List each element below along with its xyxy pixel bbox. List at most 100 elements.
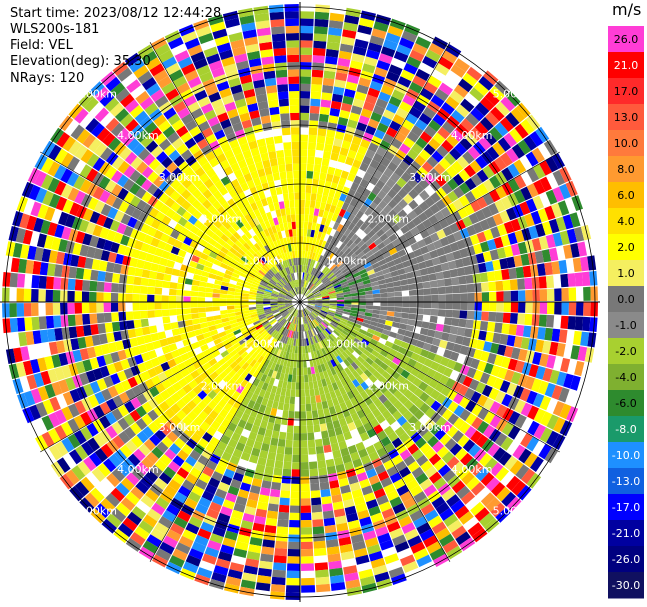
range-gate-cell [309, 329, 314, 338]
range-gate-cell [289, 360, 294, 368]
range-ring-label: 4.00km [117, 129, 159, 142]
range-gate-cell [447, 413, 459, 425]
range-gate-cell [370, 281, 379, 287]
range-gate-cell [309, 236, 314, 245]
range-gate-cell [489, 126, 503, 141]
range-gate-cell [307, 432, 315, 441]
range-gate-cell [312, 320, 318, 327]
range-gate-cell [377, 318, 386, 325]
range-gate-cell [329, 107, 341, 117]
range-gate-cell [27, 167, 41, 184]
range-gate-cell [267, 369, 274, 378]
colorbar-swatch [608, 494, 644, 521]
range-gate-cell [402, 182, 413, 194]
range-gate-cell [552, 232, 563, 247]
range-gate-cell [173, 239, 183, 249]
range-gate-cell [275, 209, 282, 218]
range-gate-cell [146, 183, 159, 195]
range-gate-cell [333, 365, 341, 374]
range-gate-cell [441, 102, 455, 115]
range-ring-label: 4.00km [451, 129, 493, 142]
range-gate-cell [323, 407, 331, 417]
range-gate-cell [339, 353, 347, 362]
range-gate-cell [154, 132, 167, 146]
range-gate-cell [343, 358, 351, 367]
range-gate-cell [42, 399, 55, 415]
range-gate-cell [248, 247, 256, 256]
range-gate-cell [514, 360, 525, 373]
range-gate-cell [231, 145, 242, 156]
range-ring-label: 1.00km [326, 254, 368, 267]
range-gate-cell [313, 351, 319, 359]
range-gate-cell [181, 178, 193, 189]
range-gate-cell [304, 316, 307, 324]
range-gate-cell [446, 494, 461, 508]
range-gate-cell [320, 99, 332, 108]
range-gate-cell [257, 457, 267, 466]
range-gate-cell [307, 295, 314, 299]
range-gate-cell [254, 86, 267, 96]
range-gate-cell [447, 178, 459, 191]
range-gate-cell [177, 485, 191, 498]
range-gate-cell [479, 512, 495, 528]
range-gate-cell [256, 307, 264, 312]
range-gate-cell [292, 149, 300, 157]
range-gate-cell [272, 257, 278, 265]
range-gate-cell [195, 25, 212, 38]
range-gate-cell [239, 15, 255, 25]
range-gate-cell [54, 366, 65, 381]
range-gate-cell [282, 380, 288, 389]
range-gate-cell [538, 380, 549, 395]
range-gate-cell [142, 390, 154, 402]
range-gate-cell [217, 196, 227, 206]
range-gate-cell [480, 116, 494, 131]
range-gate-cell [147, 397, 159, 409]
range-gate-cell [417, 261, 427, 270]
range-gate-cell [365, 331, 374, 339]
range-gate-cell [94, 391, 106, 405]
range-gate-cell [456, 156, 470, 169]
range-gate-cell [201, 161, 213, 173]
range-gate-cell [435, 393, 447, 405]
range-gate-cell [314, 18, 329, 28]
range-gate-cell [379, 362, 389, 371]
range-gate-cell [459, 409, 471, 422]
range-gate-cell [287, 556, 300, 564]
range-gate-cell [278, 431, 287, 440]
range-gate-cell [77, 337, 87, 349]
range-gate-cell [339, 234, 348, 243]
range-gate-cell [433, 354, 443, 364]
range-gate-cell [334, 338, 342, 346]
range-gate-cell [207, 390, 217, 400]
range-gate-cell [286, 381, 292, 390]
range-gate-cell [302, 250, 306, 258]
range-grid [0, 2, 600, 602]
range-gate-cell [545, 275, 555, 289]
range-gate-cell [284, 252, 289, 260]
range-gate-cell [354, 320, 363, 326]
range-gate-cell [204, 546, 220, 558]
range-gate-cell [485, 111, 500, 127]
range-gate-cell [391, 454, 404, 466]
range-gate-cell [248, 299, 256, 302]
range-gate-cell [531, 378, 542, 393]
range-gate-cell [279, 105, 290, 114]
range-gate-cell [285, 439, 293, 448]
range-gate-cell [271, 481, 281, 491]
range-gate-cell [67, 403, 80, 418]
range-gate-cell [300, 156, 307, 164]
range-gate-cell [209, 329, 219, 336]
range-gate-cell [376, 494, 389, 506]
range-gate-cell [285, 295, 293, 300]
range-gate-cell [497, 137, 512, 152]
range-gate-cell [245, 95, 257, 106]
range-gate-cell [268, 203, 275, 212]
range-gate-cell [284, 447, 293, 455]
range-gate-cell [397, 268, 406, 276]
range-gate-cell [153, 405, 165, 417]
range-gate-cell [526, 390, 538, 405]
range-gate-cell [54, 224, 65, 238]
range-gate-cell [421, 161, 434, 173]
range-gate-cell [104, 97, 120, 112]
range-gate-cell [300, 454, 309, 463]
